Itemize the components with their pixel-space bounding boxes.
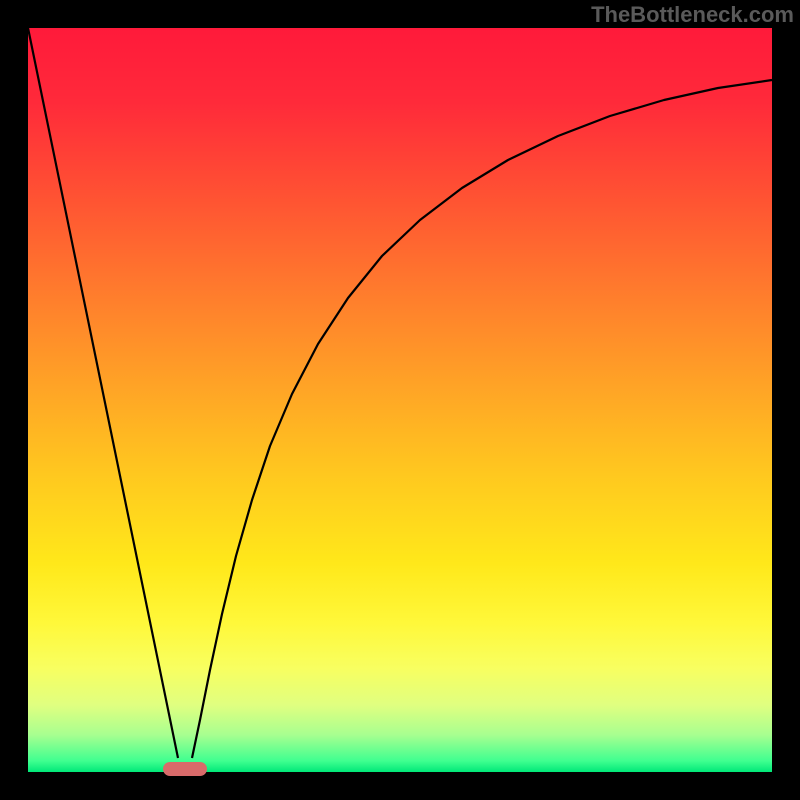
chart-container: TheBottleneck.com [0,0,800,800]
bottleneck-chart [0,0,800,800]
watermark-text: TheBottleneck.com [591,2,794,28]
bottleneck-marker [163,762,207,776]
plot-background [28,28,772,772]
